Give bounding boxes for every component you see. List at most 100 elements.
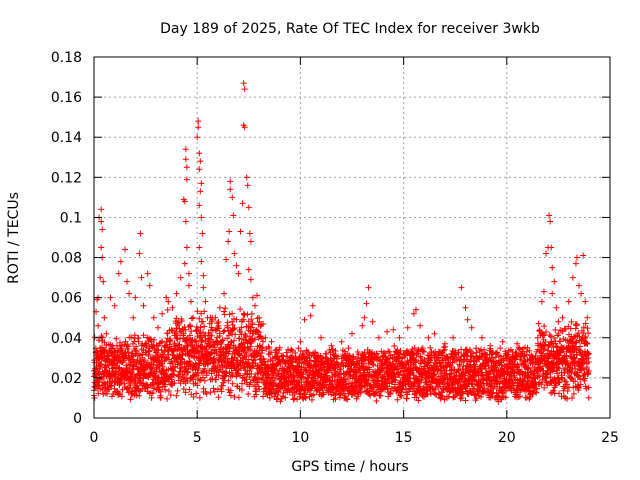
data-point bbox=[490, 385, 497, 392]
data-point bbox=[375, 377, 382, 384]
data-point bbox=[560, 356, 567, 363]
data-point bbox=[195, 124, 202, 131]
data-point bbox=[555, 318, 562, 325]
data-point bbox=[546, 212, 553, 219]
data-point bbox=[478, 393, 484, 400]
data-point bbox=[230, 326, 237, 333]
data-point bbox=[368, 373, 375, 380]
y-tick-label: 0.18 bbox=[51, 50, 82, 66]
data-point bbox=[216, 304, 223, 311]
data-point bbox=[299, 374, 306, 381]
data-point bbox=[432, 385, 439, 392]
data-point bbox=[212, 326, 219, 333]
data-point bbox=[169, 304, 176, 311]
data-point bbox=[186, 359, 193, 366]
data-point bbox=[564, 357, 571, 364]
data-point bbox=[141, 357, 148, 364]
data-point bbox=[270, 366, 277, 373]
data-point bbox=[227, 186, 234, 193]
data-point bbox=[307, 357, 314, 364]
data-point bbox=[136, 250, 143, 257]
data-point bbox=[159, 310, 166, 317]
data-point bbox=[169, 351, 176, 358]
data-point bbox=[362, 354, 369, 361]
data-point bbox=[260, 320, 267, 327]
data-point bbox=[470, 376, 477, 383]
data-point bbox=[185, 270, 192, 277]
data-point bbox=[582, 298, 589, 305]
data-point bbox=[182, 218, 189, 225]
data-point bbox=[398, 393, 405, 400]
data-point bbox=[462, 397, 469, 404]
data-point bbox=[564, 395, 571, 402]
data-point bbox=[265, 343, 272, 350]
data-point bbox=[250, 357, 257, 364]
x-tick-label: 0 bbox=[90, 430, 99, 446]
data-point bbox=[260, 393, 267, 400]
data-point bbox=[576, 282, 583, 289]
data-point bbox=[139, 367, 146, 374]
data-point bbox=[246, 383, 253, 390]
data-point bbox=[536, 326, 543, 333]
data-point bbox=[492, 364, 499, 371]
data-point bbox=[215, 372, 222, 379]
data-point bbox=[534, 334, 541, 341]
data-point bbox=[300, 350, 307, 357]
data-point bbox=[182, 389, 189, 396]
data-point bbox=[435, 355, 442, 362]
data-point bbox=[538, 380, 545, 387]
data-point bbox=[238, 380, 245, 387]
data-point bbox=[464, 316, 471, 323]
data-point bbox=[421, 356, 428, 363]
data-point bbox=[215, 394, 222, 401]
data-point bbox=[164, 306, 171, 313]
data-point bbox=[181, 260, 188, 267]
data-point bbox=[200, 284, 207, 291]
data-point bbox=[261, 361, 268, 368]
data-point bbox=[334, 353, 341, 360]
data-point bbox=[540, 288, 547, 295]
axis-ticks: 0 0.02 0.04 0.06 0.08 0.1 0.12 0.14 0.16 0.18 0 5 10… bbox=[51, 50, 619, 446]
data-point bbox=[193, 338, 200, 345]
data-point bbox=[374, 362, 381, 369]
data-point bbox=[543, 329, 550, 336]
data-point bbox=[252, 388, 259, 395]
data-point bbox=[119, 359, 126, 366]
data-point bbox=[427, 344, 434, 351]
data-point bbox=[274, 391, 281, 398]
data-point bbox=[104, 390, 111, 397]
data-point bbox=[115, 390, 122, 397]
data-point bbox=[110, 345, 117, 352]
data-point bbox=[431, 371, 438, 378]
data-point bbox=[218, 341, 225, 348]
data-point bbox=[572, 260, 579, 267]
y-axis-label: ROTI / TECUs bbox=[6, 192, 22, 284]
data-point bbox=[157, 394, 164, 401]
data-point bbox=[167, 392, 174, 399]
data-point bbox=[301, 316, 308, 323]
data-point bbox=[185, 282, 192, 289]
data-point bbox=[585, 330, 592, 337]
data-point bbox=[550, 387, 557, 394]
chart-title: Day 189 of 2025, Rate Of TEC Index for r… bbox=[160, 21, 540, 37]
data-point bbox=[241, 124, 248, 131]
data-point bbox=[201, 365, 208, 372]
data-point bbox=[179, 352, 186, 359]
data-point bbox=[572, 339, 579, 346]
data-point bbox=[111, 302, 118, 309]
data-point bbox=[95, 390, 102, 397]
data-point bbox=[124, 342, 131, 349]
data-point bbox=[194, 382, 201, 389]
data-point bbox=[577, 343, 584, 350]
data-point bbox=[203, 372, 210, 379]
data-point bbox=[186, 386, 193, 393]
data-point bbox=[198, 214, 205, 221]
data-point bbox=[572, 378, 579, 385]
data-point bbox=[196, 315, 203, 322]
data-point bbox=[233, 356, 240, 363]
data-point bbox=[279, 352, 286, 359]
data-point bbox=[208, 336, 215, 343]
data-point bbox=[292, 355, 299, 362]
data-point bbox=[190, 393, 197, 400]
data-point bbox=[199, 329, 206, 336]
